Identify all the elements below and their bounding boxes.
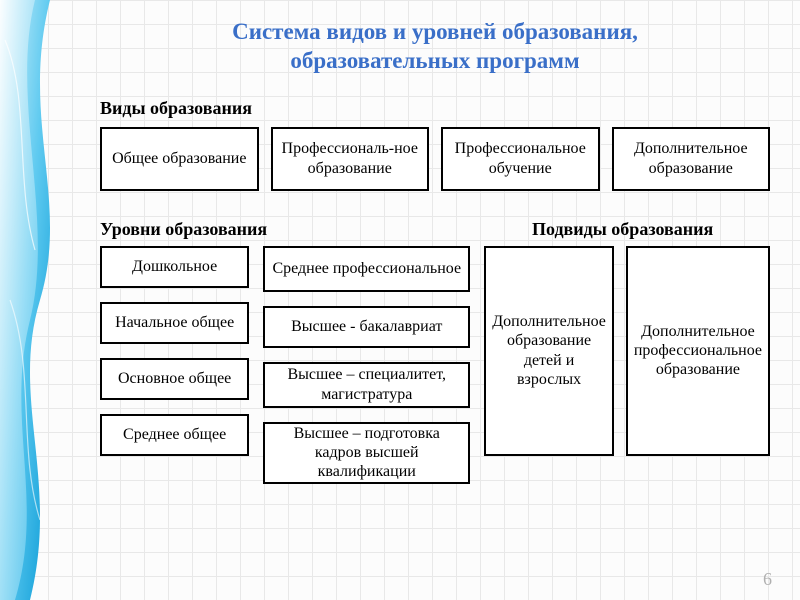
- levels-section-label: Уровни образования: [100, 219, 475, 240]
- left-wave-decoration: [0, 0, 70, 600]
- type-box-professional-edu: Профессиональ-ное образование: [271, 127, 430, 191]
- level-specialist-master: Высшее – специалитет, магистратура: [263, 362, 470, 408]
- content-area: Система видов и уровней образования, обр…: [70, 0, 800, 600]
- subtype-children-adults: Дополнительное образование детей и взрос…: [484, 246, 614, 456]
- level-highest-qualification: Высшее – подготовка кадров высшей квалиф…: [263, 422, 470, 484]
- types-row: Общее образование Профессиональ-ное обра…: [100, 127, 770, 191]
- title-line-1: Система видов и уровней образования,: [232, 19, 638, 44]
- level-secondary: Среднее общее: [100, 414, 249, 456]
- level-basic: Основное общее: [100, 358, 249, 400]
- page-number: 6: [763, 569, 772, 590]
- type-box-general: Общее образование: [100, 127, 259, 191]
- lower-grid: Дошкольное Начальное общее Основное обще…: [100, 246, 770, 484]
- levels-column-a: Дошкольное Начальное общее Основное обще…: [100, 246, 249, 484]
- levels-column-b: Среднее профессиональное Высшее - бакала…: [263, 246, 470, 484]
- lower-labels-row: Уровни образования Подвиды образования: [100, 219, 770, 240]
- type-box-additional: Дополнительное образование: [612, 127, 771, 191]
- level-primary: Начальное общее: [100, 302, 249, 344]
- title-line-2: образовательных программ: [290, 48, 579, 73]
- level-preschool: Дошкольное: [100, 246, 249, 288]
- level-secondary-professional: Среднее профессиональное: [263, 246, 470, 292]
- type-box-professional-training: Профессиональное обучение: [441, 127, 600, 191]
- level-bachelor: Высшее - бакалавриат: [263, 306, 470, 348]
- subtype-professional: Дополнительное профессиональное образова…: [626, 246, 770, 456]
- types-section-label: Виды образования: [100, 98, 770, 119]
- subtypes-section-label: Подвиды образования: [475, 219, 770, 240]
- page-title: Система видов и уровней образования, обр…: [100, 18, 770, 76]
- subtypes-column: Дополнительное образование детей и взрос…: [484, 246, 770, 484]
